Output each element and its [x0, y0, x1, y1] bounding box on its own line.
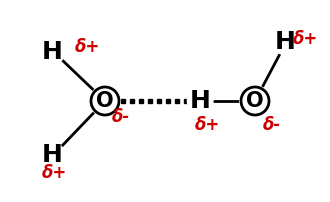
Circle shape — [39, 142, 65, 168]
Circle shape — [187, 88, 213, 114]
Text: H: H — [189, 89, 211, 113]
Text: δ+: δ+ — [293, 30, 318, 48]
Text: δ-: δ- — [112, 108, 130, 126]
Text: δ+: δ+ — [42, 164, 67, 182]
Circle shape — [39, 39, 65, 65]
Text: δ+: δ+ — [195, 116, 220, 134]
Text: H: H — [42, 40, 62, 64]
Circle shape — [240, 86, 270, 116]
Text: H: H — [275, 30, 295, 54]
Text: δ+: δ+ — [75, 38, 100, 56]
Circle shape — [272, 29, 298, 55]
Text: O: O — [246, 91, 264, 111]
Circle shape — [90, 86, 120, 116]
Text: δ-: δ- — [263, 116, 281, 134]
Text: H: H — [42, 143, 62, 167]
Text: O: O — [96, 91, 114, 111]
